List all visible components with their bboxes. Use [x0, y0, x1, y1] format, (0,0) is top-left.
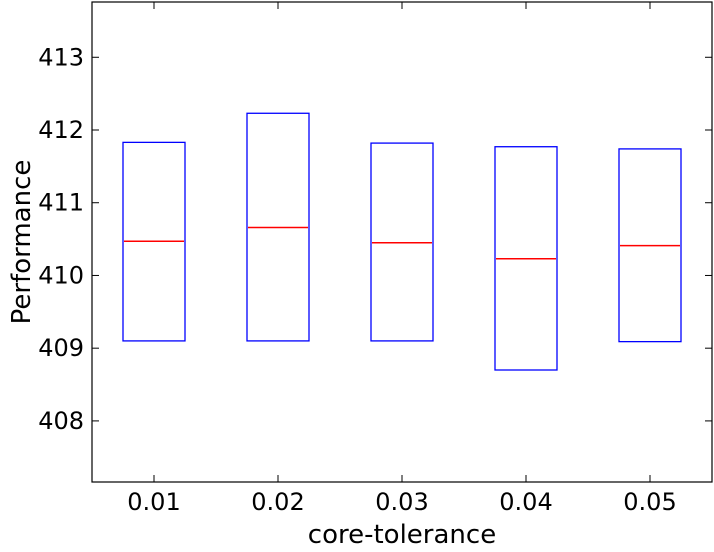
x-tick-label: 0.04 [499, 488, 552, 516]
ticks-layer: 408 409 410 411 412 413 0.01 0.02 0.03 0.04 0.05 [38, 2, 712, 516]
box-0.02 [246, 112, 310, 342]
y-tick-label: 412 [38, 116, 84, 144]
y-axis-title: Performance [7, 160, 37, 325]
boxes-layer [122, 112, 682, 371]
x-tick-label: 0.05 [623, 488, 676, 516]
box-0.03 [370, 142, 434, 342]
y-tick-label: 413 [38, 43, 84, 71]
y-tick-label: 408 [38, 407, 84, 435]
y-tick-label: 409 [38, 334, 84, 362]
plot-frame [91, 1, 713, 483]
box-0.01 [122, 141, 186, 342]
x-tick-label: 0.02 [251, 488, 304, 516]
x-tick-label: 0.03 [375, 488, 428, 516]
x-tick-label: 0.01 [127, 488, 180, 516]
y-tick-label: 411 [38, 189, 84, 217]
box-0.05 [618, 148, 682, 343]
x-axis-title: core-tolerance [308, 520, 496, 550]
y-tick-label: 410 [38, 261, 84, 289]
box-0.04 [494, 146, 558, 371]
